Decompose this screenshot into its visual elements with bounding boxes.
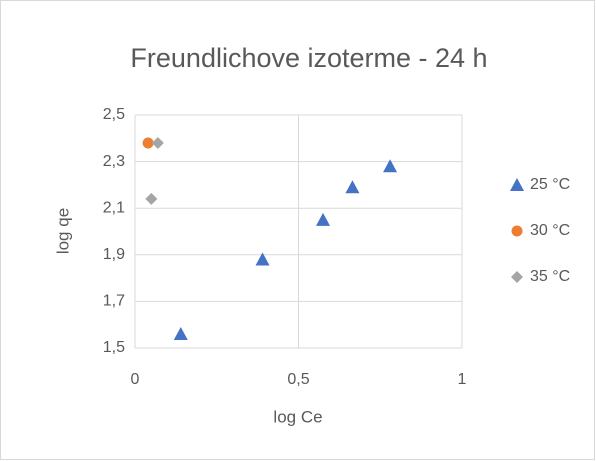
y-tick-label: 1,9 bbox=[103, 246, 125, 263]
y-axis-label: log qe bbox=[53, 208, 72, 254]
legend-label: 35 °C bbox=[530, 268, 570, 285]
data-point bbox=[145, 192, 158, 205]
data-point bbox=[173, 327, 188, 341]
x-tick-label: 0 bbox=[131, 371, 140, 388]
data-point bbox=[383, 159, 398, 173]
y-tick-label: 2,3 bbox=[103, 153, 125, 170]
y-tick-label: 1,7 bbox=[103, 293, 125, 310]
x-tick-label: 0,5 bbox=[287, 371, 309, 388]
data-point bbox=[255, 252, 270, 266]
x-tick-label: 1 bbox=[458, 371, 467, 388]
chart-title: Freundlichove izoterme - 24 h bbox=[130, 43, 487, 73]
legend-label: 30 °C bbox=[530, 222, 570, 239]
data-point bbox=[142, 137, 154, 149]
data-point bbox=[316, 212, 331, 226]
data-point bbox=[345, 180, 360, 194]
legend-label: 25 °C bbox=[530, 176, 570, 193]
data-point bbox=[151, 136, 164, 149]
y-tick-label: 2,5 bbox=[103, 106, 125, 123]
x-axis-label: log Ce bbox=[273, 407, 322, 426]
legend-marker bbox=[511, 225, 523, 237]
legend-marker bbox=[511, 271, 523, 283]
y-tick-label: 1,5 bbox=[103, 339, 125, 356]
y-tick-label: 2,1 bbox=[103, 199, 125, 216]
legend-marker bbox=[510, 178, 524, 191]
